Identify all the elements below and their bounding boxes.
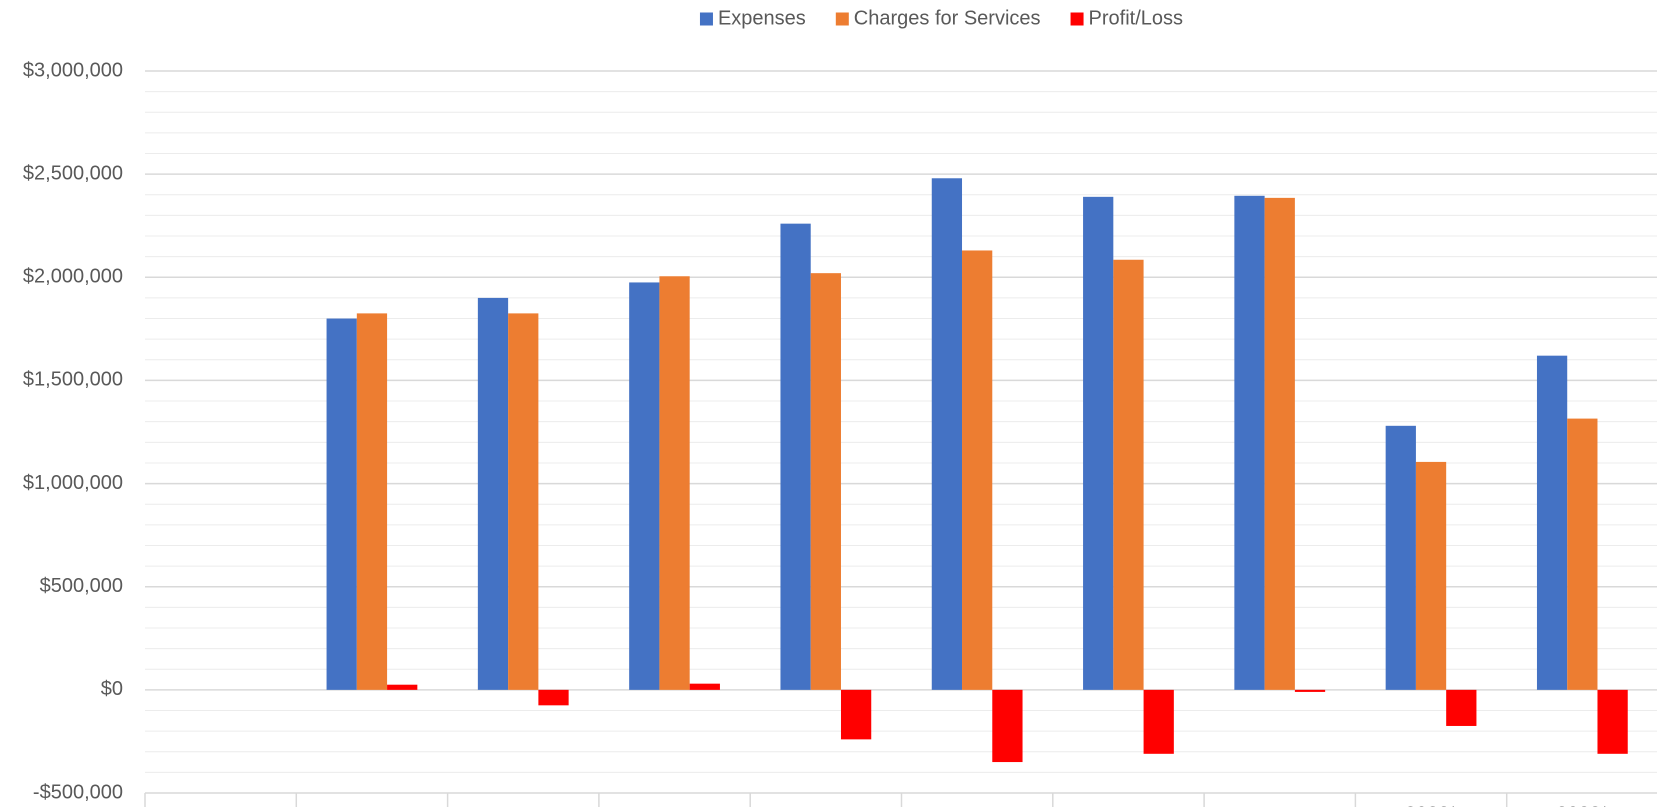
y-tick-label: $500,000 — [40, 575, 123, 597]
y-tick-label: $1,500,000 — [23, 369, 123, 391]
legend-label: Expenses — [718, 7, 806, 29]
y-tick-label: $3,000,000 — [23, 59, 123, 81]
y-tick-label: $2,500,000 — [23, 162, 123, 184]
bar — [1264, 197, 1295, 690]
bar — [1446, 689, 1477, 726]
bar — [1294, 689, 1326, 692]
bar — [1597, 689, 1628, 754]
y-tick-label: $2,000,000 — [23, 266, 123, 288]
bar — [629, 282, 660, 690]
y-tick-label: $1,000,000 — [23, 472, 123, 494]
bar — [659, 276, 690, 690]
y-tick-label: $0 — [101, 678, 123, 700]
legend-label: Charges for Services — [854, 7, 1041, 29]
x-tick-label: 2023* — [1556, 803, 1608, 807]
bar — [1113, 259, 1144, 690]
bar — [992, 689, 1023, 763]
bar — [1083, 196, 1114, 690]
bar — [326, 318, 357, 690]
y-tick-label: -$500,000 — [33, 781, 123, 803]
bar — [508, 313, 539, 690]
bar — [1234, 195, 1265, 690]
bar — [538, 689, 569, 706]
bar — [1567, 418, 1598, 690]
bar — [387, 684, 418, 690]
legend-swatch — [699, 12, 713, 26]
bar — [840, 689, 872, 740]
bar — [1415, 461, 1447, 690]
bar — [356, 313, 388, 690]
legend-label: Profit/Loss — [1089, 7, 1183, 29]
bar — [1143, 689, 1174, 754]
legend-swatch — [1070, 12, 1084, 26]
bar — [780, 223, 811, 690]
bar — [1536, 355, 1568, 690]
bar — [1385, 425, 1416, 690]
bar — [931, 178, 963, 690]
bar — [477, 297, 509, 690]
bar — [962, 250, 993, 690]
bar — [689, 683, 720, 690]
bar — [810, 273, 841, 690]
legend-swatch — [835, 12, 849, 26]
x-tick-label: 2022* — [1405, 803, 1457, 807]
